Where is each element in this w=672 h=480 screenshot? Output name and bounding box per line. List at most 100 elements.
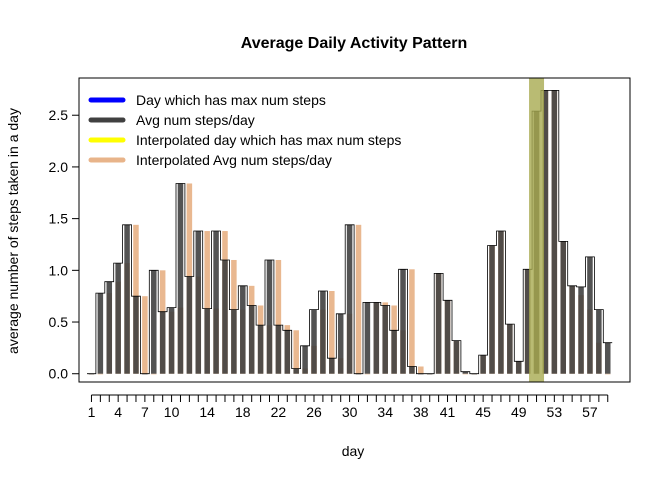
- avg-bar-2: [97, 293, 104, 374]
- x-tick-label-14: 14: [199, 404, 215, 420]
- x-tick-label-45: 45: [475, 404, 491, 420]
- interp-bar-31: [355, 224, 362, 374]
- avg-bar-54: [560, 241, 566, 374]
- avg-bar-3: [106, 281, 113, 374]
- y-tick-label-0: 0.0: [49, 366, 69, 382]
- x-tick-label-49: 49: [511, 404, 527, 420]
- avg-bar-25: [302, 345, 308, 374]
- interp-bar-28: [329, 291, 335, 374]
- x-tick-label-30: 30: [342, 404, 358, 420]
- interp-bar-22: [275, 259, 282, 374]
- avg-bar-21: [266, 259, 273, 374]
- avg-bar-37: [409, 366, 415, 374]
- legend-label-1: Avg num steps/day: [136, 112, 255, 128]
- avg-bar-40: [435, 273, 442, 374]
- x-axis-label: day: [342, 443, 365, 459]
- x-tick-label-26: 26: [306, 404, 322, 420]
- avg-bar-16: [222, 259, 228, 374]
- avg-bar-27: [320, 291, 326, 374]
- x-tick-label-7: 7: [141, 404, 149, 420]
- avg-bar-5: [124, 224, 130, 374]
- avg-bar-20: [257, 325, 264, 374]
- legend-label-2: Interpolated day which has max num steps: [136, 132, 401, 148]
- avg-bar-33: [373, 302, 380, 374]
- avg-bar-36: [400, 269, 406, 374]
- y-tick-label-4: 2.0: [49, 159, 69, 175]
- legend: Day which has max num steps Avg num steps…: [88, 92, 401, 168]
- avg-bar-19: [248, 305, 255, 374]
- avg-bar-59: [604, 342, 611, 374]
- interp-bar-7: [142, 296, 148, 374]
- avg-bar-32: [364, 302, 371, 374]
- avg-bar-17: [231, 309, 237, 374]
- x-tick-label-57: 57: [582, 404, 598, 420]
- legend-label-3: Interpolated Avg num steps/day: [136, 152, 332, 168]
- x-tick-label-10: 10: [164, 404, 180, 420]
- avg-bar-47: [498, 231, 504, 374]
- legend-label-0: Day which has max num steps: [136, 92, 326, 108]
- avg-bar-55: [569, 285, 575, 374]
- interp-bar-59: [604, 373, 611, 375]
- y-tick-label-2: 1.0: [49, 262, 69, 278]
- avg-bar-42: [453, 340, 460, 374]
- avg-bar-41: [444, 300, 451, 374]
- x-tick-label-53: 53: [547, 404, 563, 420]
- x-tick-label-1: 1: [88, 404, 96, 420]
- avg-bar-43: [462, 371, 469, 374]
- avg-bar-53: [551, 90, 558, 374]
- avg-bar-57: [587, 256, 593, 374]
- avg-bar-26: [311, 309, 317, 374]
- interp-bar-38: [418, 366, 424, 374]
- interp-bar-37: [409, 269, 415, 374]
- avg-bar-52: [542, 90, 549, 374]
- y-tick-label-3: 1.5: [49, 211, 69, 227]
- avg-bar-15: [213, 231, 219, 374]
- axis-layer: 0.00.51.01.52.02.51 4 7 10 14 18 22 26 30 34 38 41 4…: [49, 77, 631, 420]
- avg-bar-10: [168, 307, 175, 374]
- avg-bar-30: [346, 224, 353, 374]
- avg-bar-14: [204, 308, 210, 374]
- avg-bar-50: [524, 269, 531, 374]
- interp-bar-14: [204, 231, 210, 374]
- x-tick-label-38: 38: [413, 404, 429, 420]
- x-tick-label-22: 22: [271, 404, 287, 420]
- avg-bar-18: [240, 285, 246, 374]
- avg-bar-22: [275, 325, 282, 374]
- avg-bar-23: [284, 330, 291, 374]
- plot-layer: [87, 78, 613, 382]
- avg-bar-56: [578, 286, 584, 374]
- avg-bar-9: [159, 311, 166, 374]
- y-axis-label: average number of steps taken in a day: [5, 108, 21, 354]
- avg-bar-48: [507, 324, 513, 374]
- avg-bar-24: [293, 368, 299, 374]
- x-tick-label-18: 18: [235, 404, 251, 420]
- avg-bar-28: [329, 358, 335, 374]
- avg-bar-13: [195, 231, 202, 374]
- interp-bar-24: [293, 330, 299, 374]
- interp-bar-2: [97, 373, 104, 375]
- avg-bar-58: [596, 309, 602, 374]
- x-tick-label-34: 34: [377, 404, 393, 420]
- x-tick-label-41: 41: [440, 404, 456, 420]
- avg-bar-6: [133, 296, 139, 374]
- interp-bar-8: [151, 373, 157, 375]
- avg-step-line: [87, 90, 613, 375]
- x-tick-label-4: 4: [114, 404, 122, 420]
- avg-bar-8: [151, 270, 157, 374]
- avg-bar-45: [480, 355, 486, 374]
- avg-bar-34: [382, 305, 388, 374]
- interp-bar-43: [462, 373, 469, 375]
- avg-bar-49: [515, 361, 522, 374]
- chart-title: Average Daily Activity Pattern: [241, 35, 467, 52]
- avg-bar-35: [391, 330, 397, 374]
- interp-bar-32: [364, 373, 371, 375]
- avg-bar-12: [186, 276, 193, 374]
- avg-bar-4: [115, 263, 121, 374]
- avg-bar-29: [337, 313, 344, 374]
- avg-bar-46: [489, 245, 495, 374]
- y-tick-label-1: 0.5: [49, 314, 69, 330]
- avg-bar-11: [177, 183, 184, 374]
- y-tick-label-5: 2.5: [49, 107, 69, 123]
- max-day-highlight: [529, 78, 545, 382]
